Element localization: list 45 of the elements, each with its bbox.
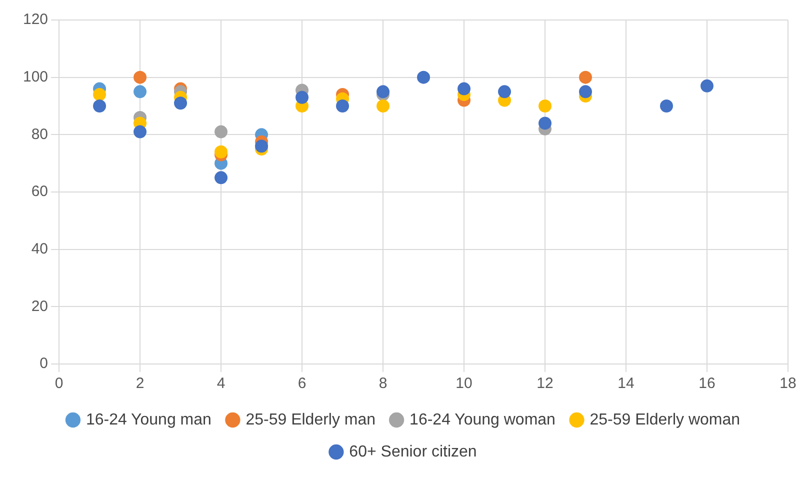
point [134,70,147,84]
y-tick-label: 100 [22,68,48,86]
x-tick-label: 6 [298,375,306,392]
x-tick-label: 10 [456,375,472,392]
point [579,70,592,84]
legend-label: 25-59 Elderly man [246,411,376,428]
x-tick-label: 16 [698,375,716,392]
legend-label: 25-59 Elderly woman [590,411,740,428]
point [498,85,512,98]
y-tick-label: 0 [40,355,48,372]
point [134,85,147,98]
point [214,125,228,138]
x-tick-label: 12 [536,375,554,392]
x-tick-label: 18 [780,375,796,392]
point [660,100,674,112]
y-tick-label: 20 [31,298,48,315]
y-tick-label: 40 [31,240,48,258]
x-tick-label: 0 [54,375,64,392]
x-tick-label: 14 [618,375,634,392]
x-tick-label: 2 [136,375,144,392]
point [93,88,106,102]
y-tick-label: 60 [31,183,48,200]
legend-label: 60+ Senior citizen [349,443,477,460]
point [538,100,552,112]
point [700,79,714,92]
y-tick-label: 120 [22,11,48,28]
point [255,140,268,153]
x-tick-label: 4 [216,375,226,392]
point [376,100,390,112]
point [174,96,188,110]
point [93,100,106,112]
y-tick-label: 80 [31,126,48,143]
point [336,100,350,112]
point [214,171,228,184]
x-tick-label: 8 [378,375,388,392]
point [579,85,592,98]
legend-label: 16-24 Young woman [410,411,556,428]
point [376,85,390,98]
point [296,90,309,104]
point [134,125,147,138]
point [417,70,430,84]
legend-label: 16-24 Young man [86,411,212,428]
point [458,82,471,96]
point [214,145,228,158]
point [538,116,552,130]
